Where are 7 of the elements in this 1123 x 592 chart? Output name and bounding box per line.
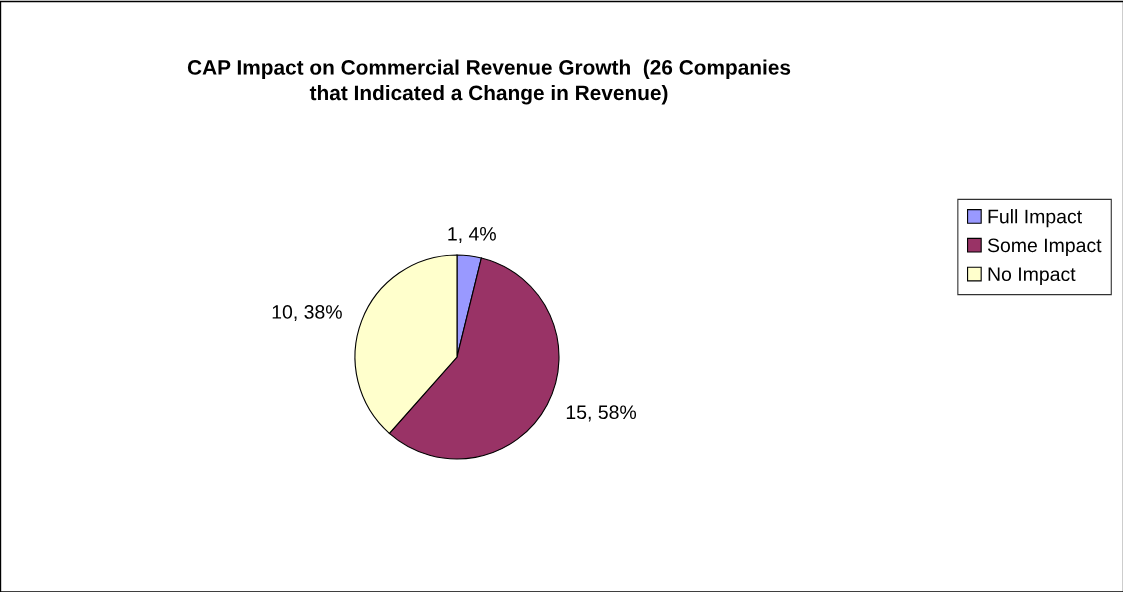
data-label: 10, 38% (272, 305, 342, 322)
data-label: 15, 58% (566, 405, 637, 422)
legend-label: No Impact (988, 267, 1076, 285)
legend-label: Some Impact (987, 238, 1102, 257)
data-label: 1, 4% (448, 227, 496, 244)
legend-label: Full Impact (988, 209, 1082, 228)
chart-title: CAP Impact on Commercial Revenue Growth (26 Companies that Indicated a Change in Revenue) (187, 59, 791, 105)
